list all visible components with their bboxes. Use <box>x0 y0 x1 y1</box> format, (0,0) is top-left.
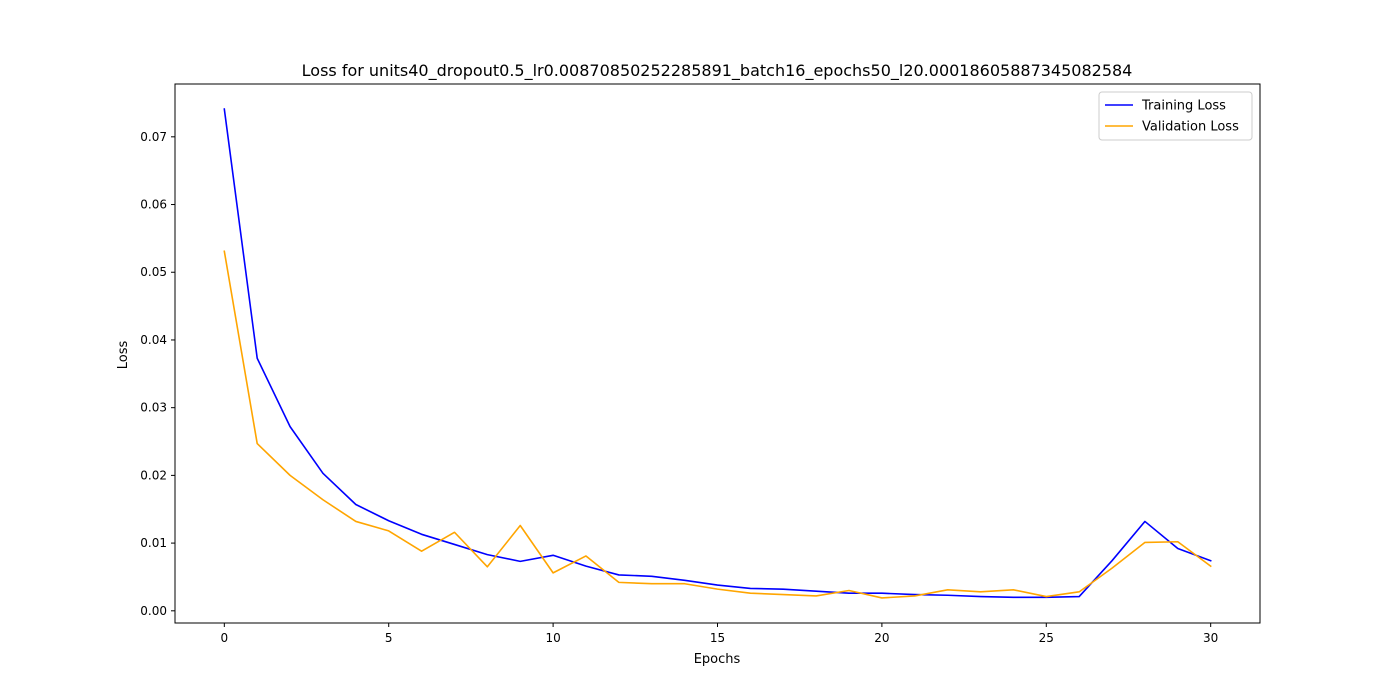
legend-label: Validation Loss <box>1142 120 1239 135</box>
y-tick-label: 0.05 <box>140 265 167 279</box>
y-tick-label: 0.02 <box>140 468 167 482</box>
chart-title: Loss for units40_dropout0.5_lr0.00870850… <box>302 61 1133 81</box>
y-tick-label: 0.04 <box>140 333 167 347</box>
x-tick-label: 10 <box>545 631 560 645</box>
x-tick-label: 30 <box>1203 631 1218 645</box>
legend: Training Loss Validation Loss <box>1098 91 1253 141</box>
y-axis-label: Loss <box>116 341 131 370</box>
x-tick-label: 5 <box>385 631 393 645</box>
y-tick-label: 0.06 <box>140 198 167 212</box>
y-tick-label: 0.03 <box>140 401 167 415</box>
x-tick-label: 20 <box>874 631 889 645</box>
axes: 0 5 10 15 20 25 30 0.00 0.01 0.02 0.03 0.04 0.05 0.06… <box>140 83 1261 645</box>
x-tick-label: 0 <box>220 631 228 645</box>
x-axis-label: Epochs <box>694 652 741 667</box>
legend-label: Training Loss <box>1141 99 1226 114</box>
y-tick-label: 0.07 <box>140 130 167 144</box>
x-tick-label: 15 <box>710 631 725 645</box>
series-line-training-loss <box>223 108 1212 599</box>
y-tick-label: 0.01 <box>140 536 167 550</box>
axes-frame <box>174 83 1261 624</box>
legend-box <box>1098 91 1253 141</box>
series-line-validation-loss <box>223 250 1212 599</box>
y-tick-label: 0.00 <box>140 604 167 618</box>
x-tick-label: 25 <box>1039 631 1054 645</box>
plot-area <box>223 108 1212 599</box>
